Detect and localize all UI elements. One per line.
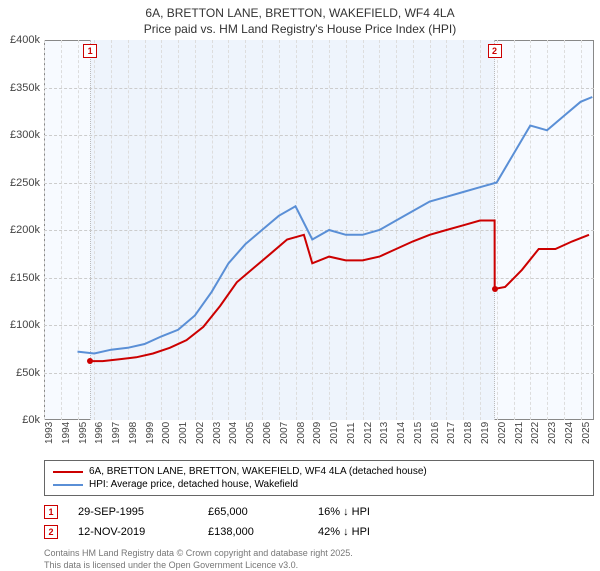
transaction-row: 2 12-NOV-2019 £138,000 42% ↓ HPI: [44, 522, 594, 542]
transaction-price: £65,000: [208, 506, 298, 518]
x-tick-label: 2012: [363, 422, 374, 444]
x-tick-label: 2024: [564, 422, 575, 444]
series-line-price-paid: [90, 221, 589, 362]
legend-label: HPI: Average price, detached house, Wake…: [89, 479, 298, 490]
series-dot: [492, 286, 498, 292]
x-tick-label: 2019: [480, 422, 491, 444]
y-tick-label: £250k: [10, 177, 40, 189]
y-tick-label: £0k: [22, 414, 40, 426]
title-line-1: 6A, BRETTON LANE, BRETTON, WAKEFIELD, WF…: [0, 6, 600, 20]
chart-marker: 1: [83, 44, 97, 58]
x-tick-label: 2003: [212, 422, 223, 444]
x-tick-label: 1997: [111, 422, 122, 444]
x-tick-label: 2002: [195, 422, 206, 444]
x-tick-label: 2017: [446, 422, 457, 444]
legend-box: 6A, BRETTON LANE, BRETTON, WAKEFIELD, WF…: [44, 460, 594, 496]
plot-area: 12: [44, 40, 594, 420]
transaction-row: 1 29-SEP-1995 £65,000 16% ↓ HPI: [44, 502, 594, 522]
transaction-delta: 16% ↓ HPI: [318, 506, 370, 518]
x-tick-label: 2007: [279, 422, 290, 444]
chart-container: 6A, BRETTON LANE, BRETTON, WAKEFIELD, WF…: [0, 0, 600, 560]
chart-marker: 2: [488, 44, 502, 58]
x-tick-label: 2009: [312, 422, 323, 444]
x-tick-label: 2008: [296, 422, 307, 444]
legend-and-footer: 6A, BRETTON LANE, BRETTON, WAKEFIELD, WF…: [44, 460, 594, 571]
legend-row: 6A, BRETTON LANE, BRETTON, WAKEFIELD, WF…: [53, 465, 585, 478]
attribution-line-1: Contains HM Land Registry data © Crown c…: [44, 548, 594, 560]
x-tick-label: 2025: [581, 422, 592, 444]
x-tick-label: 2018: [463, 422, 474, 444]
series-line-hpi: [78, 97, 593, 354]
title-line-2: Price paid vs. HM Land Registry's House …: [0, 20, 600, 40]
legend-swatch: [53, 484, 83, 486]
chart-lines-svg: [44, 40, 594, 420]
y-tick-label: £400k: [10, 34, 40, 46]
x-tick-label: 2021: [514, 422, 525, 444]
x-tick-label: 2014: [396, 422, 407, 444]
x-tick-label: 1999: [145, 422, 156, 444]
x-tick-label: 2000: [161, 422, 172, 444]
x-tick-label: 1995: [78, 422, 89, 444]
transaction-date: 29-SEP-1995: [78, 506, 188, 518]
x-tick-label: 2015: [413, 422, 424, 444]
transaction-price: £138,000: [208, 526, 298, 538]
x-tick-label: 2004: [228, 422, 239, 444]
x-tick-label: 2011: [346, 422, 357, 444]
y-tick-label: £100k: [10, 319, 40, 331]
y-tick-label: £300k: [10, 129, 40, 141]
x-axis-ticks: 1993 1994 1995 1996 1997 1998 1999 2000 2001 2002…: [44, 420, 594, 456]
x-tick-label: 1996: [94, 422, 105, 444]
transaction-delta: 42% ↓ HPI: [318, 526, 370, 538]
transaction-date: 12-NOV-2019: [78, 526, 188, 538]
chart-titles: 6A, BRETTON LANE, BRETTON, WAKEFIELD, WF…: [0, 0, 600, 40]
x-tick-label: 2010: [329, 422, 340, 444]
attribution-line-2: This data is licensed under the Open Gov…: [44, 560, 594, 571]
y-axis-ticks: £0k£50k£100k£150k£200k£250k£300k£350k£40…: [0, 40, 44, 420]
legend-row: HPI: Average price, detached house, Wake…: [53, 478, 585, 491]
transaction-rows: 1 29-SEP-1995 £65,000 16% ↓ HPI 2 12-NOV-2019…: [44, 502, 594, 542]
y-tick-label: £50k: [16, 367, 40, 379]
x-tick-label: 1998: [128, 422, 139, 444]
legend-swatch: [53, 471, 83, 473]
x-tick-label: 2022: [530, 422, 541, 444]
transaction-marker: 1: [44, 505, 58, 519]
y-tick-label: £150k: [10, 272, 40, 284]
x-tick-label: 2020: [497, 422, 508, 444]
x-tick-label: 2005: [245, 422, 256, 444]
x-tick-label: 2001: [178, 422, 189, 444]
x-tick-label: 1993: [44, 422, 55, 444]
x-tick-label: 1994: [61, 422, 72, 444]
transaction-marker: 2: [44, 525, 58, 539]
x-tick-label: 2016: [430, 422, 441, 444]
x-tick-label: 2023: [547, 422, 558, 444]
y-tick-label: £350k: [10, 82, 40, 94]
legend-label: 6A, BRETTON LANE, BRETTON, WAKEFIELD, WF…: [89, 466, 427, 477]
x-tick-label: 2013: [379, 422, 390, 444]
x-tick-label: 2006: [262, 422, 273, 444]
y-tick-label: £200k: [10, 224, 40, 236]
